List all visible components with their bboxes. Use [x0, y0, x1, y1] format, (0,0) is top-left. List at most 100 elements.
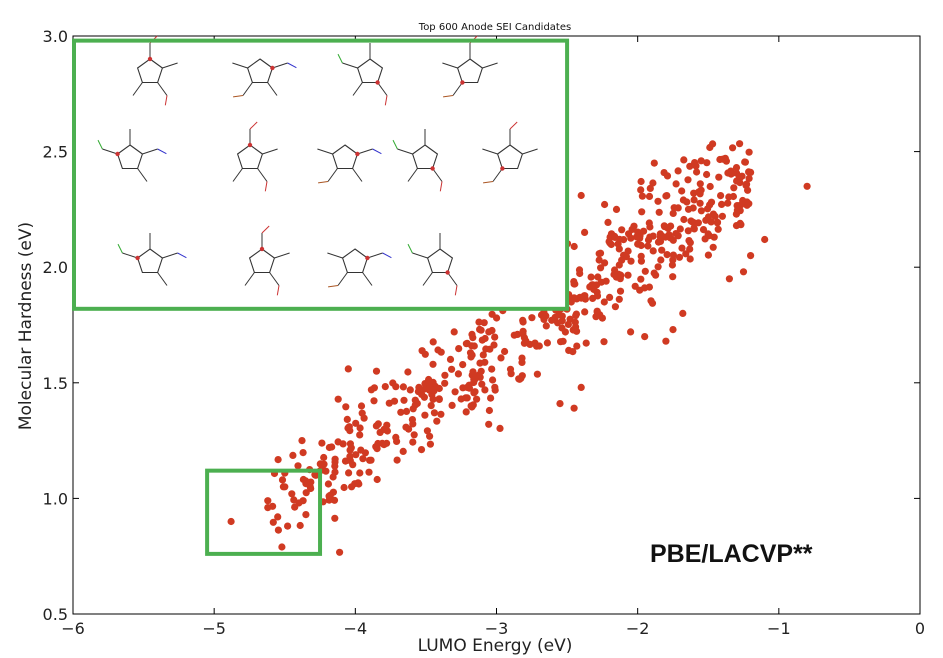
data-point [307, 484, 315, 493]
molecule-structure [327, 248, 392, 288]
data-point [356, 431, 364, 439]
data-point [331, 468, 339, 476]
data-point [679, 309, 687, 317]
inset-background [74, 40, 568, 309]
data-point [624, 271, 632, 279]
data-point [686, 245, 694, 253]
data-point [380, 425, 388, 433]
substituent-bond [272, 62, 288, 69]
data-point [466, 349, 475, 357]
substituent-bond [432, 168, 443, 182]
data-point [627, 234, 635, 242]
data-point [227, 517, 235, 526]
substituent-bond [274, 252, 290, 259]
substituent-bond [122, 252, 138, 259]
data-point [703, 170, 711, 179]
data-point [289, 451, 297, 459]
data-point [302, 489, 310, 497]
data-point [340, 483, 348, 492]
terminal-bond [328, 285, 339, 288]
chart-title: Top 600 Anode SEI Candidates [418, 22, 571, 33]
ring-bond [356, 58, 384, 84]
x-tick-label: 0 [915, 619, 925, 638]
x-axis-label: LUMO Energy (eV) [418, 636, 573, 656]
data-point [559, 337, 567, 345]
data-point [352, 451, 360, 459]
molecule-structure [482, 121, 538, 184]
molecule-structure [117, 233, 187, 286]
data-point [488, 365, 496, 373]
data-point [739, 268, 748, 276]
data-point [465, 381, 473, 389]
data-point [684, 227, 692, 235]
data-point [330, 496, 339, 504]
data-point [641, 284, 649, 292]
substituent-bond [412, 252, 428, 259]
data-point [715, 173, 723, 181]
data-point [393, 456, 401, 464]
data-point [473, 395, 481, 403]
data-point [610, 270, 618, 279]
data-point [678, 187, 686, 195]
data-point [627, 328, 635, 336]
data-point [344, 365, 352, 373]
substituent-bond [442, 62, 458, 69]
substituent-bond [352, 82, 363, 96]
molecule-structure [442, 35, 498, 98]
ticks-layer: −6 −5 −4 −3 −2 −1 0 0.5 1.0 1.5 2.0 2.5 3.0 [43, 27, 926, 638]
data-point [475, 318, 483, 326]
data-point [487, 394, 495, 402]
substituent-bond [102, 148, 118, 155]
data-point [528, 314, 536, 322]
data-point [680, 156, 688, 164]
data-point [299, 449, 307, 457]
data-point [471, 375, 479, 383]
data-point [573, 342, 581, 350]
molecule-structure [232, 121, 278, 192]
data-point [336, 548, 344, 556]
data-point [747, 252, 755, 260]
x-tick-label: −1 [767, 619, 791, 638]
data-point [717, 192, 725, 200]
oxygen-atom [430, 166, 435, 171]
data-point [600, 298, 608, 306]
data-point [663, 251, 671, 259]
data-point [570, 242, 578, 251]
oxygen-atom [500, 166, 505, 171]
data-point [697, 207, 706, 215]
substituent-bond [397, 148, 413, 155]
data-point [696, 190, 704, 198]
terminal-bond [261, 225, 270, 234]
data-point [296, 521, 304, 530]
data-point [696, 199, 704, 207]
molecule-structure [97, 129, 167, 182]
terminal-bond [382, 252, 392, 259]
oxygen-atom [460, 80, 465, 85]
data-point [577, 383, 585, 391]
ring-bond [341, 248, 369, 274]
ring-bond [236, 144, 264, 170]
data-point [686, 255, 694, 263]
substituent-bond [342, 62, 358, 69]
data-point [380, 441, 388, 449]
data-point [620, 236, 628, 244]
data-point [433, 417, 441, 425]
data-point [699, 226, 708, 234]
data-point [745, 148, 753, 156]
substituent-bond [492, 168, 503, 182]
data-point [373, 475, 381, 484]
data-point [676, 225, 684, 233]
y-tick-label: 3.0 [43, 27, 68, 46]
data-point [298, 437, 306, 445]
data-point [706, 143, 714, 152]
x-tick-label: −5 [202, 619, 226, 638]
data-point [462, 394, 470, 402]
data-point [690, 196, 698, 204]
data-point [662, 337, 670, 345]
data-point [663, 172, 672, 180]
data-point [426, 432, 434, 440]
data-point [402, 407, 411, 415]
data-point [597, 264, 605, 272]
data-point [488, 310, 496, 318]
data-point [691, 159, 699, 167]
